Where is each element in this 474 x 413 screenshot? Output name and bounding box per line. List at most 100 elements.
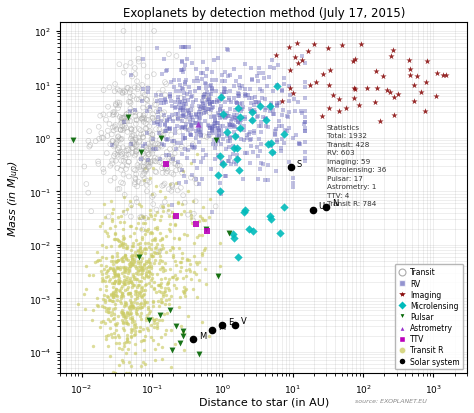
Point [145, 226, 152, 233]
Point [100, 88, 108, 94]
Point [118, 258, 126, 264]
Point [196, 123, 203, 130]
Point [312, 79, 319, 86]
Point [135, 215, 142, 222]
Point [254, 78, 262, 85]
Point [249, 150, 257, 156]
Point [114, 87, 121, 93]
Point [209, 124, 216, 131]
Point [222, 146, 230, 152]
Point [112, 158, 119, 165]
Point [215, 138, 222, 145]
Point [103, 293, 110, 299]
Point [209, 327, 216, 334]
Point [187, 175, 195, 181]
Point [210, 124, 217, 131]
Point [204, 122, 211, 129]
Point [115, 275, 122, 281]
Point [158, 236, 166, 243]
Point [137, 258, 144, 265]
Point [168, 158, 175, 164]
Point [206, 110, 213, 117]
Point [146, 144, 154, 150]
Point [247, 100, 255, 107]
Point [116, 278, 123, 284]
Point [260, 75, 268, 82]
Point [156, 159, 164, 166]
Text: U: U [318, 202, 324, 211]
Point [108, 142, 116, 149]
Point [206, 83, 213, 90]
Point [127, 293, 135, 299]
Point [118, 307, 126, 314]
Point [285, 98, 292, 105]
Point [162, 129, 169, 135]
Point [179, 45, 187, 51]
Point [143, 268, 151, 275]
Point [350, 96, 358, 102]
Point [130, 274, 137, 280]
Point [101, 214, 109, 221]
Point [179, 328, 187, 335]
Point [273, 168, 280, 175]
Point [108, 198, 115, 204]
Point [182, 115, 190, 121]
Point [100, 266, 108, 273]
Point [222, 87, 229, 93]
Point [212, 88, 219, 95]
Point [194, 122, 202, 128]
Point [208, 100, 216, 106]
Point [116, 238, 123, 245]
Point [163, 69, 170, 75]
Point [176, 268, 184, 275]
Point [100, 304, 108, 310]
Point [160, 311, 168, 317]
Point [118, 309, 126, 316]
Point [183, 92, 191, 98]
Point [224, 111, 231, 117]
Point [116, 266, 124, 273]
Point [155, 91, 163, 97]
Point [231, 124, 238, 131]
Point [289, 180, 297, 187]
Point [142, 265, 149, 272]
Point [251, 110, 259, 116]
Point [165, 209, 173, 216]
Point [134, 268, 142, 275]
Point [121, 315, 129, 321]
Point [259, 71, 267, 77]
Point [141, 287, 149, 293]
Point [127, 136, 135, 142]
Point [123, 85, 131, 92]
Point [146, 163, 153, 170]
Point [141, 333, 149, 339]
Point [151, 245, 158, 252]
Point [132, 288, 139, 294]
Point [141, 112, 149, 118]
Point [130, 322, 137, 329]
Point [163, 127, 170, 133]
Point [146, 159, 154, 166]
Point [114, 332, 122, 338]
Point [145, 160, 152, 166]
Point [201, 109, 208, 116]
Point [110, 330, 118, 336]
Point [216, 107, 223, 114]
Point [140, 302, 147, 309]
Point [235, 93, 243, 100]
Point [243, 132, 251, 139]
Point [153, 120, 161, 126]
Point [130, 230, 137, 237]
Point [406, 67, 414, 74]
Point [170, 235, 178, 242]
Point [166, 228, 173, 234]
Point [111, 175, 118, 182]
Point [165, 213, 173, 220]
Point [206, 101, 213, 108]
Point [230, 129, 238, 136]
Point [146, 230, 154, 237]
Point [145, 146, 152, 152]
Point [192, 129, 200, 135]
Point [197, 126, 204, 133]
Point [143, 131, 151, 138]
